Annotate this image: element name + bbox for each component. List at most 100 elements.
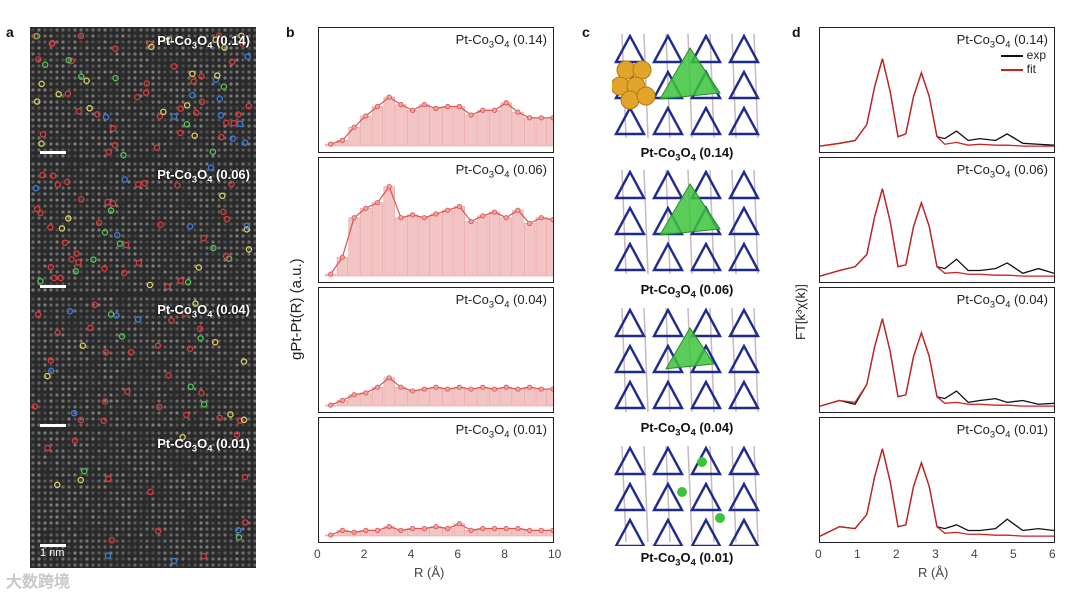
lattice-atom <box>139 34 143 38</box>
lattice-atom <box>85 503 89 507</box>
lattice-atom <box>157 533 161 537</box>
lattice-atom <box>205 258 209 262</box>
lattice-atom <box>97 473 101 477</box>
lattice-atom <box>199 527 203 531</box>
pt-atom-marker <box>177 129 184 137</box>
lattice-atom <box>49 297 53 301</box>
lattice-atom <box>181 148 185 152</box>
lattice-atom <box>217 186 221 190</box>
lattice-atom <box>253 168 256 172</box>
lattice-atom <box>229 28 233 32</box>
lattice-atom <box>31 270 35 274</box>
lattice-atom <box>181 473 185 477</box>
lattice-atom <box>145 521 149 525</box>
lattice-atom <box>91 497 95 501</box>
lattice-atom <box>151 88 155 92</box>
lattice-atom <box>199 479 203 483</box>
lattice-atom <box>175 168 179 172</box>
lattice-atom <box>151 264 155 268</box>
lattice-atom <box>115 479 119 483</box>
lattice-atom <box>31 515 35 519</box>
pt-site <box>697 457 707 467</box>
co-tetrahedron <box>651 307 685 338</box>
lattice-atom <box>67 82 71 86</box>
lattice-atom <box>49 64 53 68</box>
lattice-atom <box>97 467 101 471</box>
lattice-atom <box>37 327 41 331</box>
lattice-atom <box>109 345 113 349</box>
pt-polyhedron <box>659 183 721 236</box>
lattice-atom <box>157 46 161 50</box>
lattice-atom <box>109 270 113 274</box>
lattice-atom <box>73 28 77 32</box>
lattice-atom <box>253 174 256 178</box>
lattice-atom <box>211 246 215 250</box>
lattice-atom <box>241 545 245 549</box>
lattice-atom <box>91 124 95 128</box>
lattice-atom <box>247 252 251 256</box>
pt-atom-marker <box>190 78 197 85</box>
rdf-point <box>491 107 498 113</box>
lattice-atom <box>247 449 251 453</box>
lattice-atom <box>175 216 179 220</box>
lattice-atom <box>97 136 101 140</box>
lattice-atom <box>43 485 47 489</box>
lattice-atom <box>139 387 143 391</box>
lattice-atom <box>97 40 101 44</box>
lattice-atom <box>31 112 35 116</box>
lattice-atom <box>187 363 191 367</box>
lattice-atom <box>175 563 179 567</box>
lattice-atom <box>55 375 59 379</box>
lattice-atom <box>175 148 179 152</box>
lattice-atom <box>247 351 251 355</box>
rdf-point <box>480 525 486 532</box>
lattice-atom <box>67 479 71 483</box>
co-tetrahedron <box>727 445 761 476</box>
lattice-atom <box>187 437 191 441</box>
lattice-atom <box>133 124 137 128</box>
lattice-atom <box>91 381 95 385</box>
lattice-atom <box>133 399 137 403</box>
lattice-atom <box>175 118 179 122</box>
pt-atom-marker <box>233 431 241 438</box>
lattice-atom <box>85 112 89 116</box>
lattice-atom <box>223 76 227 80</box>
lattice-atom <box>247 28 251 32</box>
lattice-atom <box>229 467 233 471</box>
lattice-atom <box>247 551 251 555</box>
lattice-atom <box>133 345 137 349</box>
lattice-atom <box>223 154 227 158</box>
lattice-atom <box>235 58 239 62</box>
lattice-atom <box>241 449 245 453</box>
lattice-atom <box>175 327 179 331</box>
lattice-atom <box>145 198 149 202</box>
lattice-atom <box>253 431 256 435</box>
lattice-atom <box>121 449 125 453</box>
rdf-point <box>363 527 369 533</box>
lattice-atom <box>103 40 107 44</box>
lattice-atom <box>175 345 179 349</box>
lattice-atom <box>49 88 53 92</box>
lattice-atom <box>187 258 191 262</box>
atomic-lattice-image <box>31 297 256 427</box>
lattice-atom <box>235 399 239 403</box>
lattice-atom <box>247 375 251 379</box>
lattice-atom <box>187 461 191 465</box>
exafs-xtick: 4 <box>971 547 978 561</box>
pt-atom-marker <box>114 231 121 239</box>
lattice-atom <box>169 303 173 307</box>
lattice-atom <box>223 46 227 50</box>
lattice-atom <box>67 162 71 166</box>
lattice-atom <box>103 491 107 495</box>
lattice-atom <box>121 539 125 543</box>
lattice-atom <box>247 234 251 238</box>
lattice-atom <box>145 204 149 208</box>
lattice-atom <box>217 148 221 152</box>
lattice-atom <box>127 94 131 98</box>
lattice-atom <box>253 228 256 232</box>
lattice-atom <box>157 106 161 110</box>
lattice-atom <box>109 545 113 549</box>
lattice-atom <box>121 437 125 441</box>
lattice-atom <box>205 186 209 190</box>
lattice-atom <box>223 52 227 56</box>
